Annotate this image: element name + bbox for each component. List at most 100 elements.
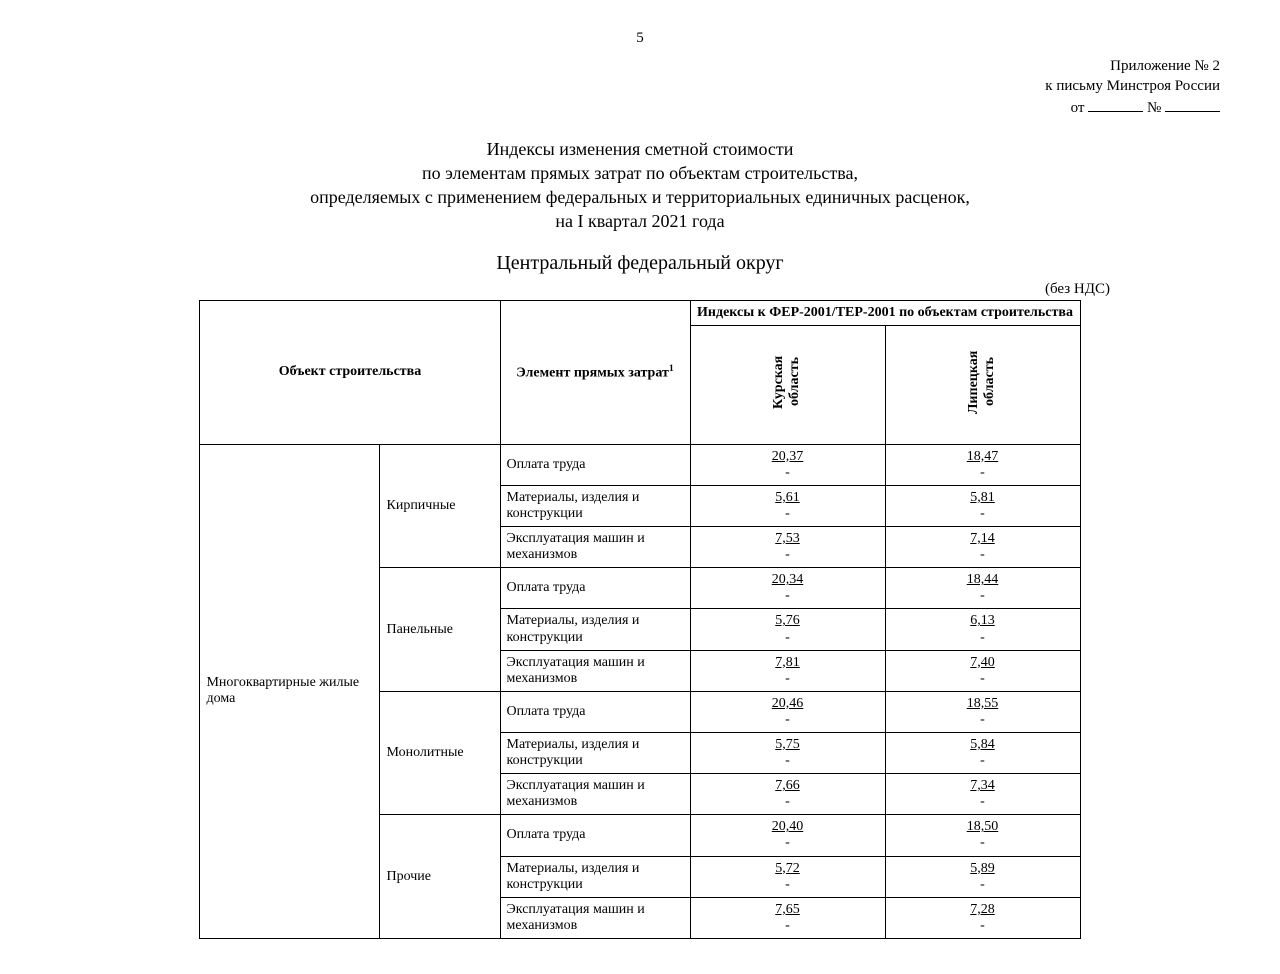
value-cell: 18,47- (885, 444, 1080, 485)
appendix-line1: Приложение № 2 (60, 57, 1220, 77)
th-indices-group: Индексы к ФЕР-2001/ТЕР-2001 по объектам … (690, 300, 1080, 325)
value-cell: 7,66- (690, 774, 885, 815)
value-cell: 7,81- (690, 650, 885, 691)
value-dash: - (980, 588, 985, 603)
value-number: 7,40 (970, 655, 995, 670)
page-number: 5 (60, 30, 1220, 47)
th-element: Элемент прямых затрат1 (500, 300, 690, 444)
title-l1: Индексы изменения сметной стоимости (60, 137, 1220, 161)
appendix-from-line: от № (1071, 96, 1220, 119)
element-cell: Оплата труда (500, 815, 690, 856)
value-cell: 7,28- (885, 897, 1080, 938)
th-element-sup: 1 (669, 363, 674, 374)
value-number: 5,61 (775, 490, 800, 505)
date-blank (1088, 96, 1143, 112)
title-l2: по элементам прямых затрат по объектам с… (60, 161, 1220, 185)
value-dash: - (980, 918, 985, 933)
value-cell: 20,34- (690, 568, 885, 609)
table-body: Многоквартирные жилые домаКирпичныеОплат… (200, 444, 1080, 938)
value-cell: 7,14- (885, 527, 1080, 568)
th-element-text: Элемент прямых затрат (516, 366, 669, 381)
subobject-cell: Панельные (380, 568, 500, 692)
element-cell: Оплата труда (500, 568, 690, 609)
element-cell: Эксплуатация машин и механизмов (500, 650, 690, 691)
value-dash: - (785, 835, 790, 850)
value-number: 5,84 (970, 737, 995, 752)
value-cell: 7,65- (690, 897, 885, 938)
value-number: 7,53 (775, 531, 800, 546)
element-cell: Оплата труда (500, 691, 690, 732)
value-number: 7,34 (970, 778, 995, 793)
value-dash: - (980, 547, 985, 562)
subobject-cell: Кирпичные (380, 444, 500, 568)
value-number: 20,40 (772, 819, 804, 834)
value-number: 7,66 (775, 778, 800, 793)
main-table: Объект строительства Элемент прямых затр… (199, 300, 1080, 939)
appendix-line2: к письму Минстроя России (60, 77, 1220, 97)
th-region1: Курская область (690, 325, 885, 444)
value-cell: 7,40- (885, 650, 1080, 691)
element-cell: Эксплуатация машин и механизмов (500, 897, 690, 938)
value-cell: 20,37- (690, 444, 885, 485)
from-label: от (1071, 100, 1085, 116)
value-number: 18,47 (967, 449, 999, 464)
value-number: 5,81 (970, 490, 995, 505)
value-number: 7,28 (970, 902, 995, 917)
value-dash: - (785, 794, 790, 809)
subobject-cell: Прочие (380, 815, 500, 939)
value-number: 20,34 (772, 572, 804, 587)
table-row: Многоквартирные жилые домаКирпичныеОплат… (200, 444, 1080, 485)
value-cell: 5,75- (690, 733, 885, 774)
value-number: 6,13 (970, 613, 995, 628)
value-number: 20,37 (772, 449, 804, 464)
value-dash: - (980, 506, 985, 521)
element-cell: Материалы, изделия и конструкции (500, 733, 690, 774)
value-dash: - (785, 588, 790, 603)
element-cell: Материалы, изделия и конструкции (500, 609, 690, 650)
object-cell: Многоквартирные жилые дома (200, 444, 380, 938)
appendix-block: Приложение № 2 к письму Минстроя России … (60, 57, 1220, 119)
value-dash: - (785, 753, 790, 768)
value-cell: 5,72- (690, 856, 885, 897)
value-cell: 5,61- (690, 485, 885, 526)
value-cell: 18,50- (885, 815, 1080, 856)
value-cell: 5,89- (885, 856, 1080, 897)
value-cell: 5,76 - (690, 609, 885, 650)
value-cell: 20,46- (690, 691, 885, 732)
value-number: 7,81 (775, 655, 800, 670)
title-block: Индексы изменения сметной стоимости по э… (60, 137, 1220, 234)
title-l3: определяемых с применением федеральных и… (60, 185, 1220, 209)
value-number: 5,76 (775, 613, 800, 628)
value-cell: 5,81- (885, 485, 1080, 526)
value-dash: - (980, 671, 985, 686)
value-dash: - (785, 630, 790, 645)
subobject-cell: Монолитные (380, 691, 500, 815)
value-dash: - (785, 506, 790, 521)
value-cell: 18,44- (885, 568, 1080, 609)
th-object-text: Объект строительства (279, 364, 421, 379)
th-region1-label: Курская область (771, 327, 803, 437)
th-region2-label: Липецкая область (966, 327, 998, 437)
value-number: 7,14 (970, 531, 995, 546)
value-dash: - (980, 753, 985, 768)
region-title: Центральный федеральный округ (60, 252, 1220, 275)
value-cell: 18,55- (885, 691, 1080, 732)
element-cell: Эксплуатация машин и механизмов (500, 774, 690, 815)
th-region2: Липецкая область (885, 325, 1080, 444)
value-dash: - (785, 918, 790, 933)
value-number: 7,65 (775, 902, 800, 917)
element-cell: Материалы, изделия и конструкции (500, 856, 690, 897)
value-cell: 7,34- (885, 774, 1080, 815)
value-dash: - (980, 630, 985, 645)
value-number: 18,50 (967, 819, 999, 834)
value-number: 5,72 (775, 861, 800, 876)
value-cell: 20,40- (690, 815, 885, 856)
value-dash: - (980, 794, 985, 809)
value-dash: - (980, 877, 985, 892)
value-dash: - (785, 877, 790, 892)
title-l4: на I квартал 2021 года (60, 209, 1220, 233)
value-number: 18,55 (967, 696, 999, 711)
value-dash: - (980, 835, 985, 850)
element-cell: Материалы, изделия и конструкции (500, 485, 690, 526)
value-dash: - (785, 465, 790, 480)
